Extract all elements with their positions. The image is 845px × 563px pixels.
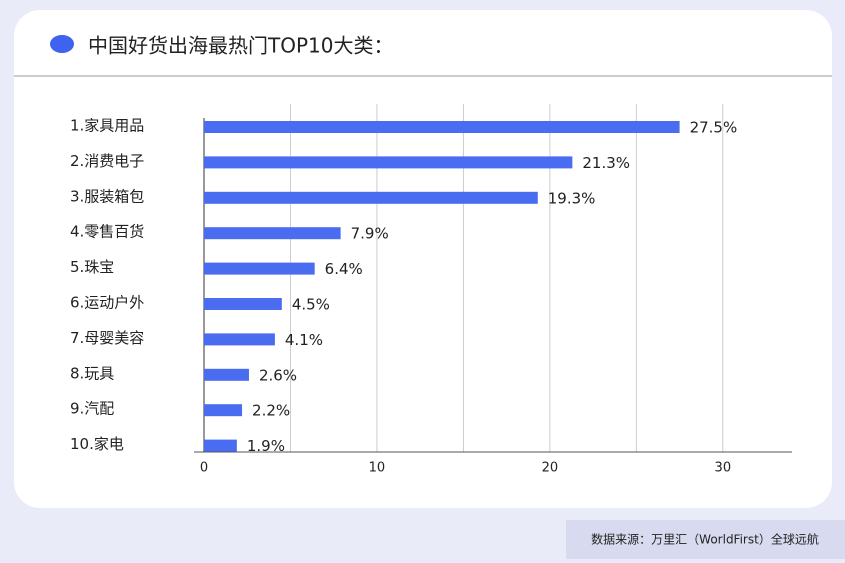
value-label: 27.5% (690, 119, 738, 137)
bar (204, 121, 680, 133)
y-tick-label: 4.零售百货 (70, 223, 144, 241)
bar (204, 191, 538, 204)
value-label: 4.1% (285, 331, 323, 349)
value-label: 2.6% (259, 366, 297, 384)
y-tick-label: 7.母婴美容 (70, 329, 144, 347)
bar (204, 333, 275, 346)
value-label: 21.3% (582, 154, 630, 172)
y-tick-label: 6.运动户外 (70, 294, 144, 312)
x-tick-label: 0 (200, 461, 208, 476)
value-label: 4.5% (292, 296, 330, 314)
value-label: 7.9% (351, 225, 389, 243)
bar (204, 439, 237, 452)
bar (204, 298, 282, 310)
y-tick-label: 1.家具用品 (70, 117, 144, 135)
bar (204, 368, 249, 381)
value-label: 2.2% (252, 402, 290, 420)
value-label: 1.9% (247, 437, 285, 455)
value-label: 6.4% (325, 260, 363, 278)
y-tick-label: 2.消费电子 (70, 152, 144, 170)
y-tick-label: 9.汽配 (70, 400, 114, 418)
bar (204, 404, 243, 417)
y-tick-label: 5.珠宝 (70, 258, 114, 276)
x-tick-label: 30 (715, 461, 732, 476)
y-tick-label: 10.家电 (70, 435, 124, 453)
chart-title: 中国好货出海最热门TOP10大类： (88, 34, 393, 58)
card (14, 10, 832, 508)
source: 数据来源：万里汇（WorldFirst）全球远航 (591, 532, 819, 547)
title-icon (50, 35, 74, 53)
y-tick-label: 8.玩具 (70, 364, 114, 382)
bar (204, 262, 315, 275)
y-tick-label: 3.服装箱包 (70, 187, 144, 205)
bar (204, 156, 573, 169)
source-box (566, 520, 845, 559)
bar (204, 227, 341, 240)
x-tick-label: 10 (369, 461, 386, 476)
value-label: 19.3% (548, 189, 596, 207)
x-tick-label: 20 (542, 461, 559, 476)
